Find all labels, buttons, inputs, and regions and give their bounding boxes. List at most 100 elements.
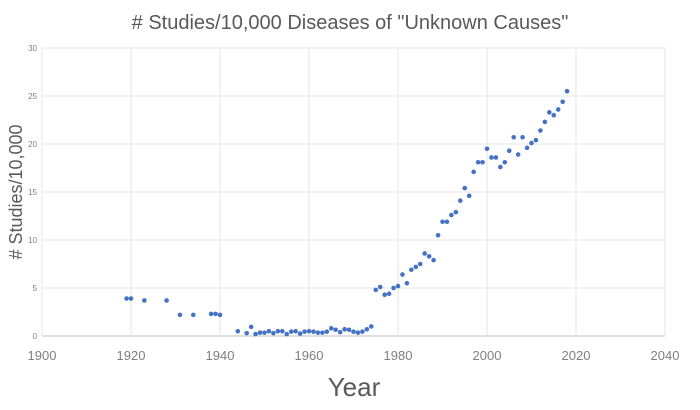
data-point (475, 159, 481, 165)
data-point (235, 328, 241, 334)
data-point (346, 327, 352, 333)
y-tick-label: 25 (28, 92, 37, 101)
data-point (124, 296, 129, 301)
data-point (208, 311, 214, 317)
data-point (413, 264, 419, 270)
data-point (502, 159, 508, 165)
data-point (444, 219, 450, 225)
data-point (342, 326, 347, 332)
data-point (266, 328, 272, 334)
data-point (284, 331, 290, 337)
data-point (409, 267, 414, 273)
data-point (515, 152, 521, 157)
data-point (435, 232, 441, 238)
data-point (555, 107, 561, 112)
x-tick-labels: 1900 1920 1940 1960 1980 2000 2020 2040 (28, 348, 680, 363)
data-point (533, 137, 539, 143)
data-point (369, 324, 374, 329)
data-point (498, 164, 503, 170)
data-point (262, 330, 267, 335)
data-point (302, 329, 307, 334)
data-point (449, 212, 454, 218)
data-points (124, 88, 570, 337)
x-tick-label: 2040 (651, 348, 680, 363)
data-point (560, 99, 565, 105)
data-point (364, 326, 370, 332)
x-tick-label: 1980 (384, 348, 413, 363)
data-point (417, 261, 423, 267)
data-point (484, 146, 490, 152)
data-point (164, 298, 169, 303)
data-point (306, 328, 312, 334)
data-point (453, 209, 459, 215)
data-point (506, 148, 512, 154)
data-point (422, 251, 428, 256)
data-point (395, 283, 401, 289)
data-point (404, 280, 410, 286)
data-point (386, 291, 392, 297)
x-axis-label: Year (328, 372, 381, 402)
data-point (520, 134, 525, 140)
data-point (382, 292, 387, 298)
y-axis-label: # Studies/10,000 (6, 124, 26, 259)
data-point (547, 110, 552, 115)
data-point (391, 285, 396, 291)
data-point (177, 312, 183, 318)
data-point (480, 159, 485, 165)
data-point (320, 330, 325, 335)
data-point (377, 284, 383, 290)
data-point (271, 330, 276, 336)
y-tick-label: 5 (33, 284, 38, 293)
data-point (328, 326, 334, 331)
data-point (462, 185, 468, 191)
data-point (191, 312, 196, 318)
data-point (373, 287, 379, 293)
x-tick-label: 1920 (117, 348, 146, 363)
data-point (471, 169, 476, 175)
data-point (542, 119, 548, 125)
data-point (493, 155, 499, 160)
chart-title: # Studies/10,000 Diseases of "Unknown Ca… (132, 12, 569, 34)
x-tick-label: 2020 (562, 348, 591, 363)
data-point (142, 298, 147, 303)
data-point (333, 327, 339, 333)
y-tick-label: 0 (33, 332, 38, 341)
data-point (564, 88, 570, 94)
y-tick-label: 30 (28, 44, 37, 53)
x-tick-label: 2000 (473, 348, 502, 363)
data-point (315, 330, 321, 335)
data-point (524, 145, 530, 151)
data-point (257, 330, 263, 335)
data-point (275, 328, 281, 334)
data-point (440, 219, 445, 225)
data-point (431, 257, 436, 263)
gridlines (41, 47, 666, 337)
data-point (489, 155, 494, 160)
data-point (551, 112, 557, 118)
data-point (288, 329, 294, 334)
x-tick-label: 1960 (295, 348, 324, 363)
data-point (351, 329, 356, 334)
data-point (297, 331, 303, 336)
data-point (355, 330, 361, 335)
data-point (458, 198, 463, 203)
data-point (253, 331, 258, 337)
data-point (400, 272, 405, 277)
data-point (529, 140, 534, 146)
data-point (511, 134, 516, 140)
x-tick-label: 1900 (28, 348, 57, 363)
data-point (280, 328, 285, 334)
data-point (213, 311, 218, 317)
data-point (244, 330, 249, 336)
data-point (293, 328, 298, 334)
data-point (426, 254, 432, 259)
y-tick-label: 10 (28, 236, 37, 245)
data-point (311, 329, 316, 334)
data-point (466, 193, 472, 199)
x-tick-label: 1940 (206, 348, 235, 363)
data-point (360, 329, 365, 334)
data-point (324, 329, 330, 334)
y-tick-label: 20 (28, 140, 37, 149)
y-tick-label: 15 (28, 188, 37, 197)
